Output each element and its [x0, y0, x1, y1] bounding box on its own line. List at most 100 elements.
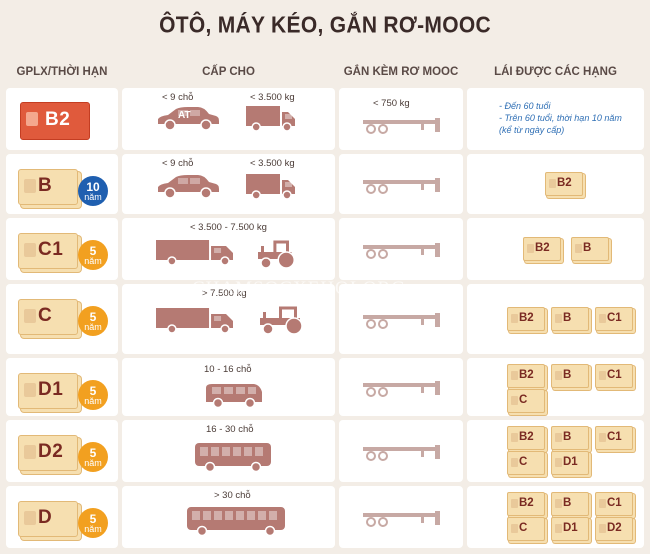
trailer-graphic: [361, 507, 441, 534]
avatar-icon: [599, 524, 606, 533]
license-card: D2: [18, 435, 78, 471]
validity-unit: năm: [84, 395, 102, 406]
validity-years: 5: [89, 445, 97, 460]
vehicle-label: < 3.500 - 7.500 kg: [190, 222, 267, 233]
drivable-class-card: B2: [507, 492, 545, 516]
avatar-icon: [549, 179, 556, 188]
license-class: D2: [38, 441, 64, 462]
license-cell: D2 5 năm: [6, 420, 118, 482]
note-line: (kể từ ngày cấp): [499, 125, 565, 135]
vehicle-graphic: [186, 506, 286, 541]
license-class: C1: [38, 239, 64, 260]
license-class: B2: [45, 109, 71, 130]
trailer-cell: [339, 486, 463, 548]
license-cell: B 10 năm: [6, 154, 118, 214]
validity-unit: năm: [84, 321, 102, 332]
drivable-class-card: B2: [523, 237, 561, 261]
trailer-graphic: [361, 377, 441, 404]
trailer-cell: [339, 154, 463, 214]
trailer-cell: [339, 284, 463, 354]
avatar-icon: [24, 243, 36, 257]
vehicle-label: < 3.500 kg: [250, 158, 295, 169]
vehicles-cell: < 9 chỗ < 3.500 kg: [122, 154, 335, 214]
drivable-class: C1: [607, 497, 622, 509]
avatar-icon: [511, 433, 518, 442]
page-title: ÔTÔ, MÁY KÉO, GẮN RƠ-MOOC: [159, 13, 491, 38]
trailer-label: < 750 kg: [373, 98, 410, 109]
vehicle-graphic: [246, 172, 296, 205]
validity-unit: năm: [84, 191, 102, 202]
avatar-icon: [599, 499, 606, 508]
vehicle-label: 16 - 30 chỗ: [206, 424, 254, 435]
license-class: C: [38, 305, 53, 326]
validity-badge: 5 năm: [78, 442, 108, 472]
validity-years: 10: [86, 179, 100, 194]
vehicles-cell: > 7.500 kg: [122, 284, 335, 354]
vehicles-cell: 16 - 30 chỗ: [122, 420, 335, 482]
drivable-class: C1: [607, 312, 622, 324]
drivable-class-card: B: [571, 237, 609, 261]
drivable-class: D1: [563, 522, 578, 534]
truck-icon: [246, 174, 295, 200]
trailer-icon: [363, 381, 440, 397]
license-class: D1: [38, 379, 64, 400]
avatar-icon: [511, 314, 518, 323]
drivable-class: D1: [563, 456, 578, 468]
avatar-icon: [24, 383, 36, 397]
vehicle-graphic: [194, 442, 272, 477]
trailer-icon: [363, 313, 440, 329]
trailer-icon: [363, 445, 440, 461]
drivable-class: B: [563, 497, 572, 509]
drivable-class-card: B: [551, 307, 589, 331]
trailer-graphic: [361, 239, 441, 266]
validity-badge: 5 năm: [78, 380, 108, 410]
avatar-icon: [555, 371, 562, 380]
vehicle-label: < 9 chỗ: [162, 158, 194, 169]
drivable-class-card: B: [551, 492, 589, 516]
trailer-graphic: [361, 309, 441, 336]
trailer-graphic: [361, 441, 441, 468]
license-cell: D 5 năm: [6, 486, 118, 548]
license-card: C: [18, 299, 78, 335]
license-cell: C1 5 năm: [6, 218, 118, 280]
trailer-cell: < 750 kg: [339, 88, 463, 150]
drivable-class-card: B: [551, 364, 589, 388]
avatar-icon: [511, 371, 518, 380]
validity-years: 5: [89, 383, 97, 398]
license-card: B: [18, 169, 78, 205]
validity-badge: 10 năm: [78, 176, 108, 206]
trailer-icon: [363, 118, 440, 134]
trailer-icon: [363, 243, 440, 259]
validity-years: 5: [89, 309, 97, 324]
header-license: GPLX/THỜI HẠN: [16, 66, 108, 78]
car-icon: [158, 107, 219, 131]
validity-unit: năm: [84, 457, 102, 468]
avatar-icon: [599, 371, 606, 380]
vehicles-cell: 10 - 16 chỗ: [122, 358, 335, 416]
avatar-icon: [555, 524, 562, 533]
vehicle-label: < 9 chỗ: [162, 92, 194, 103]
drivable-class-card: B2: [507, 364, 545, 388]
car-text: AT: [178, 110, 191, 121]
note-line: - Đến 60 tuổi: [499, 101, 551, 111]
table-row: C1 5 năm < 3.500 - 7.500 kg B2 B: [6, 218, 644, 280]
drivable-class-card: C: [507, 389, 545, 413]
validity-years: 5: [89, 511, 97, 526]
vehicle-graphic: [154, 106, 220, 137]
tractor-icon: [260, 306, 303, 335]
trailer-icon: [363, 178, 440, 194]
validity-unit: năm: [84, 255, 102, 266]
drivable-class: B2: [519, 431, 534, 443]
avatar-icon: [511, 499, 518, 508]
table-row: D2 5 năm 16 - 30 chỗ B2 B C1: [6, 420, 644, 482]
validity-badge: 5 năm: [78, 306, 108, 336]
truck-icon: [156, 240, 233, 266]
bus-icon: [187, 507, 285, 537]
avatar-icon: [511, 458, 518, 467]
license-card: D1: [18, 373, 78, 409]
vehicle-graphic: [256, 240, 298, 275]
validity-unit: năm: [84, 523, 102, 534]
avatar-icon: [24, 511, 36, 525]
avatar-icon: [511, 524, 518, 533]
drivable-class-card: B2: [545, 172, 583, 196]
